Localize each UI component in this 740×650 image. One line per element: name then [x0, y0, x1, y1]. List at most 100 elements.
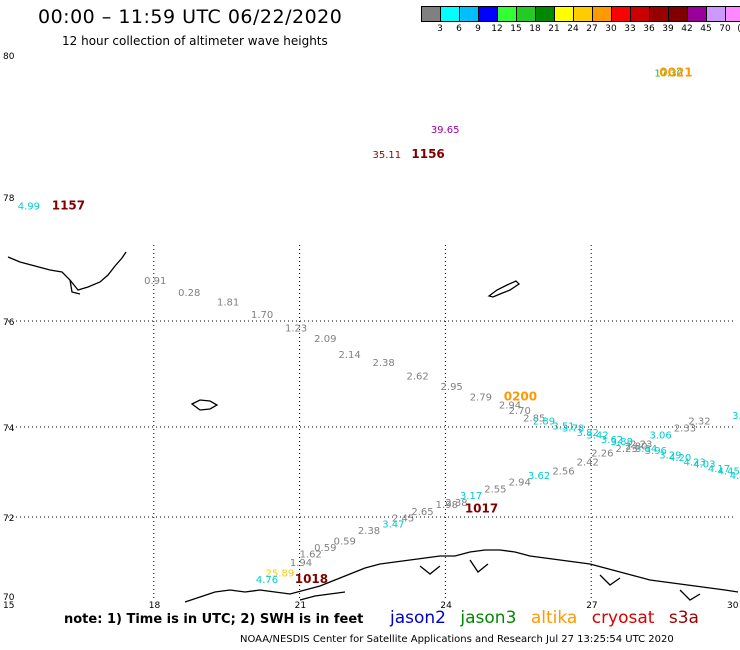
wave-height-value: 2.85 — [523, 414, 545, 425]
wave-height-value: 3.42 — [586, 430, 608, 441]
legend-label: 39 — [662, 24, 674, 34]
wave-height-value: 25.89 — [266, 569, 295, 580]
wave-height-value: 3.06 — [650, 430, 672, 441]
pass-time-label: 1018 — [295, 572, 328, 586]
legend-swatch — [631, 7, 650, 21]
axis-ticks: 15 18 21 24 27 30 80 78 76 74 72 70 — [3, 52, 739, 611]
wave-height-value: 1.23 — [285, 324, 307, 335]
y-tick-label: 74 — [3, 424, 15, 434]
legend-swatch — [479, 7, 498, 21]
wave-height-value: 4.23 — [684, 457, 706, 468]
pass-time-label: 1156 — [411, 147, 444, 161]
legend-label: 15 — [510, 24, 522, 34]
wave-height-value: 35.11 — [373, 150, 402, 161]
wave-height-value: 3.17 — [460, 491, 482, 502]
legend-swatch — [669, 7, 688, 21]
wave-height-value: 2.38 — [445, 498, 467, 509]
legend-label: (ft) — [734, 24, 740, 34]
wave-height-value: 4.03 — [693, 460, 715, 471]
legend-color-bar — [421, 6, 740, 22]
lat-lon-grid — [8, 245, 736, 600]
wave-height-value: 3.29 — [659, 451, 681, 462]
wave-height-value: 2.70 — [509, 406, 531, 417]
wave-height-value: 39.65 — [431, 125, 460, 136]
wave-height-value: 2.94 — [499, 400, 521, 411]
legend-swatch — [574, 7, 593, 21]
sat-cryosat: cryosat — [591, 608, 655, 628]
y-tick-label: 76 — [3, 318, 15, 328]
pass-time-label: 1157 — [52, 198, 85, 212]
sat-s3a: s3a — [668, 608, 699, 628]
wave-height-value: 2.62 — [407, 371, 429, 382]
wave-height-value: 1.98 — [436, 500, 458, 511]
pass-time-label: 0200 — [504, 390, 537, 404]
wave-height-value: 0.91 — [144, 276, 166, 287]
wave-height-value: 2.09 — [314, 334, 336, 345]
wave-height-value: 2.23 — [616, 444, 638, 455]
x-tick-label: 18 — [149, 601, 161, 611]
wave-height-value: 2.89 — [533, 416, 555, 427]
wave-height-value: 2.95 — [441, 382, 463, 393]
legend-label: 45 — [700, 24, 712, 34]
legend-label: 27 — [586, 24, 598, 34]
wave-height-value: 3.47 — [382, 520, 404, 531]
pass-time-label: 0021 — [659, 65, 692, 79]
legend-label: 33 — [624, 24, 636, 34]
wave-height-value: 3.78 — [562, 424, 584, 435]
wave-height-value: 0.59 — [334, 537, 356, 548]
wave-height-value: 3.62 — [528, 471, 550, 482]
wave-height-value: 2.14 — [338, 350, 360, 361]
legend-label: 3 — [437, 24, 443, 34]
wave-height-value: 3.64 — [732, 411, 740, 422]
legend-swatch — [460, 7, 479, 21]
credit-line: NOAA/NESDIS Center for Satellite Applica… — [240, 634, 674, 645]
y-tick-label: 72 — [3, 514, 14, 524]
legend-label: 24 — [567, 24, 579, 34]
wave-height-value: 3.82 — [577, 428, 599, 439]
svalbard-coast — [7, 251, 127, 295]
legend-swatch — [422, 7, 441, 21]
legend-swatch — [593, 7, 612, 21]
legend-swatch — [726, 7, 740, 21]
wave-height-value: 1.94 — [290, 558, 312, 569]
wave-height-value: 2.56 — [552, 466, 574, 477]
legend-swatch — [612, 7, 631, 21]
legend-swatch — [555, 7, 574, 21]
island-north — [487, 280, 521, 298]
wave-height-value: 0.59 — [314, 543, 336, 554]
wave-height-value: 2.42 — [577, 457, 599, 468]
wave-height-value: 3.51 — [552, 421, 574, 432]
page-subtitle: 12 hour collection of altimeter wave hei… — [62, 34, 328, 48]
legend-label: 9 — [475, 24, 481, 34]
legend-swatch — [517, 7, 536, 21]
satellite-legend: jason2 jason3 altika cryosat s3a — [390, 608, 708, 628]
legend-swatch — [707, 7, 726, 21]
wave-height-value: 4.45 — [718, 466, 740, 477]
wave-height-value: 17.30 — [654, 68, 683, 79]
legend-swatch — [650, 7, 669, 21]
legend-label: 12 — [491, 24, 503, 34]
wave-height-value: 0.28 — [178, 288, 200, 299]
wave-height-value: 1.81 — [217, 298, 239, 309]
wave-height-value: 2.38 — [358, 526, 380, 537]
wave-height-observations: 17.30 39.65 35.11 4.99 0.91 0.28 1.81 1.70 1.23 2… — [18, 68, 740, 586]
legend-label: 21 — [548, 24, 560, 34]
x-tick-label: 21 — [295, 601, 306, 611]
legend-label: 18 — [529, 24, 541, 34]
sat-altika: altika — [530, 608, 578, 628]
x-tick-label: 30 — [727, 601, 739, 611]
legend-label: 36 — [643, 24, 655, 34]
wave-height-value: 2.33 — [674, 424, 696, 435]
pass-time-labels: 0021 1156 1157 0200 1017 1018 — [52, 65, 693, 586]
y-tick-label: 80 — [3, 52, 15, 62]
coastlines — [7, 251, 739, 603]
wave-height-value: 2.23 — [630, 439, 652, 450]
legend-label: 42 — [681, 24, 693, 34]
page-title: 00:00 – 11:59 UTC 06/22/2020 — [38, 6, 343, 28]
wave-height-value: 2.32 — [688, 416, 710, 427]
wave-height-value: 2.79 — [470, 393, 492, 404]
sat-jason3: jason3 — [460, 608, 517, 628]
legend-label: 30 — [605, 24, 617, 34]
pass-time-label: 1017 — [465, 502, 498, 516]
